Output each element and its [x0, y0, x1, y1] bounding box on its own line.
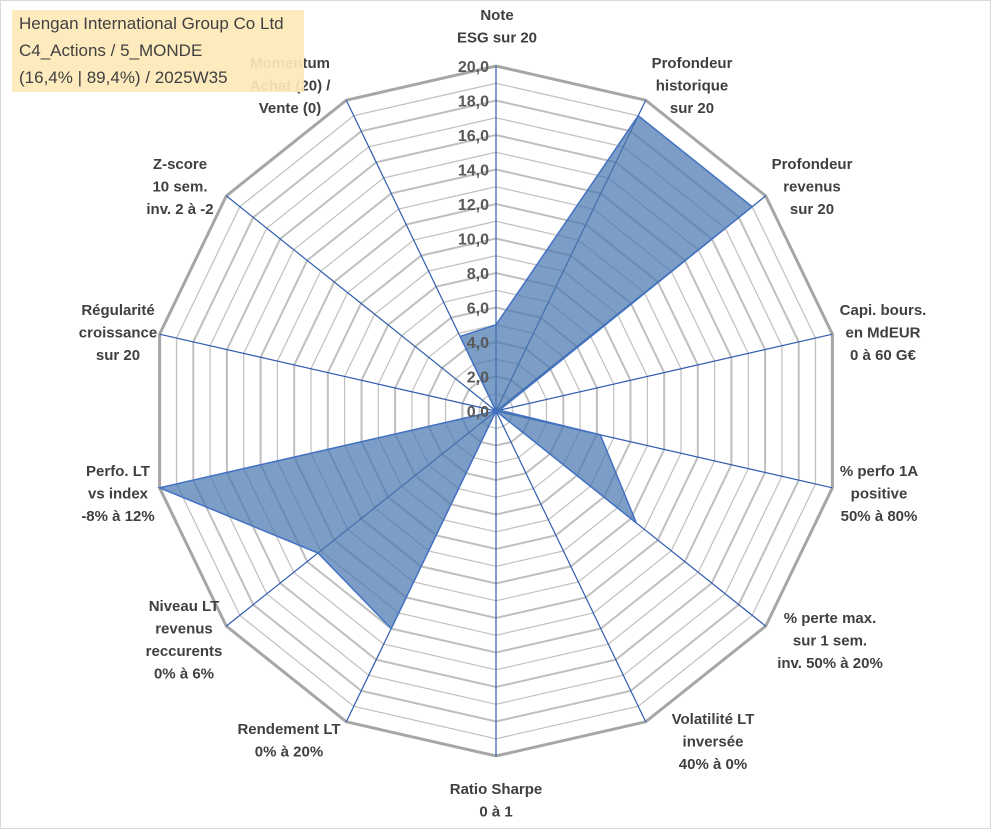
axis-label: % perfo 1A positive 50% à 80% — [840, 463, 919, 525]
tick-label: 0,0 — [467, 404, 489, 421]
tick-label: 10,0 — [458, 232, 489, 249]
axis-label: Profondeur historique sur 20 — [652, 55, 733, 117]
axis-label: Ratio Sharpe 0 à 1 — [450, 781, 543, 821]
axis-label: Z-score 10 sem. inv. 2 à -2 — [146, 156, 213, 218]
axis-spoke — [495, 333, 833, 412]
title-box — [12, 10, 304, 92]
axis-label: Note ESG sur 20 — [457, 7, 537, 47]
title-category: C4_Actions / 5_MONDE — [19, 41, 203, 60]
tick-label: 2,0 — [467, 370, 489, 387]
axis-label: Rendement LT 0% à 20% — [237, 721, 340, 761]
tick-label: 12,0 — [458, 197, 489, 214]
series-area — [157, 114, 754, 630]
title-stats: (16,4% | 89,4%) / 2025W35 — [19, 68, 228, 87]
axis-label: Profondeur revenus sur 20 — [772, 156, 853, 218]
axis-label: % perte max. sur 1 sem. inv. 50% à 20% — [777, 610, 883, 672]
tick-label: 18,0 — [458, 94, 489, 111]
tick-label: 6,0 — [467, 301, 489, 318]
tick-labels: 0,0 2,0 4,0 6,0 8,0 10,0 12,0 14,0 16,0 18,0 20,0 — [458, 59, 489, 421]
title-company: Hengan International Group Co Ltd — [19, 14, 284, 33]
axis-label: Niveau LT revenus reccurents 0% à 6% — [146, 598, 223, 683]
axis-spoke — [225, 195, 497, 412]
tick-label: 16,0 — [458, 128, 489, 145]
axis-label: Régularité croissance sur 20 — [79, 302, 157, 364]
axis-spoke — [495, 410, 647, 723]
axis-label: Volatilité LT inversée 40% à 0% — [672, 711, 755, 773]
axis-spoke — [159, 333, 497, 412]
tick-label: 4,0 — [467, 335, 489, 352]
tick-label: 8,0 — [467, 266, 489, 283]
tick-label: 20,0 — [458, 59, 489, 76]
axis-label: Perfo. LT vs index -8% à 12% — [81, 463, 154, 525]
axis-label: Capi. bours. en MdEUR 0 à 60 G€ — [840, 302, 927, 364]
tick-label: 14,0 — [458, 163, 489, 180]
series-polygon — [157, 114, 754, 630]
